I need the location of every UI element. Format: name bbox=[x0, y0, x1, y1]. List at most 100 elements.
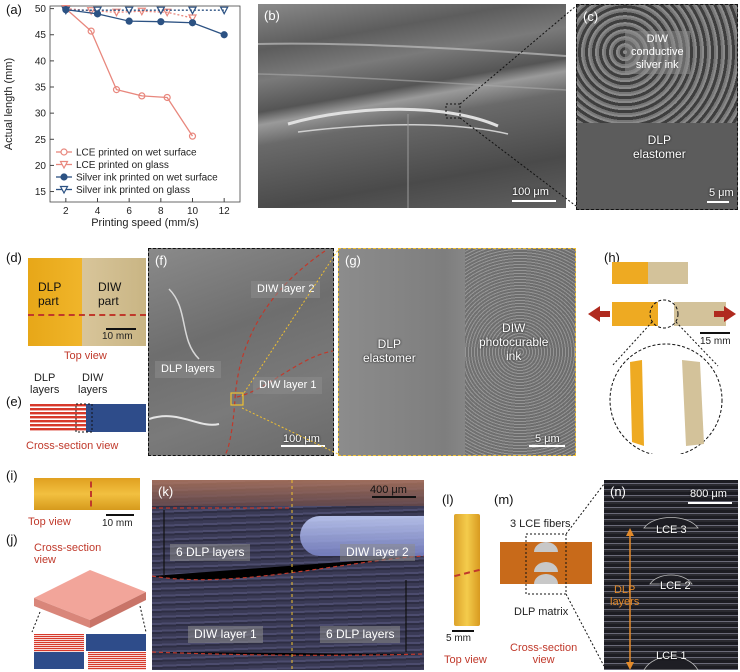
zoom-circle-h bbox=[609, 299, 723, 454]
legend-entry: Silver ink printed on glass bbox=[56, 185, 190, 196]
zoom-lines-m-n bbox=[566, 483, 605, 667]
dlp-part-label: DLP part bbox=[38, 280, 62, 308]
series-line bbox=[65, 8, 194, 137]
top-view-caption: Top view bbox=[64, 350, 107, 362]
y-tick-label: 50 bbox=[35, 4, 47, 15]
printed-part-photo-i bbox=[34, 478, 140, 510]
data-point bbox=[163, 93, 171, 102]
scale-bar bbox=[512, 200, 556, 202]
scale-bar bbox=[700, 332, 730, 334]
data-point bbox=[60, 173, 68, 181]
bottom-right-dlp-label: 6 DLP layers bbox=[320, 626, 401, 643]
y-tick-label: 35 bbox=[35, 83, 47, 94]
lce-3-label: LCE 3 bbox=[656, 524, 687, 536]
series-4 bbox=[61, 6, 229, 15]
y-tick-label: 40 bbox=[35, 56, 47, 67]
dlp-elastomer-label: DLP elastomer bbox=[363, 337, 416, 365]
data-point bbox=[124, 6, 134, 15]
panel-e-label: (e) bbox=[6, 394, 22, 409]
legend-entry: LCE printed on wet surface bbox=[56, 148, 197, 159]
panel-k-label: (k) bbox=[158, 484, 174, 499]
diw-layer-1-label: DIW layer 1 bbox=[253, 377, 323, 394]
top-view-caption: Top view bbox=[28, 516, 71, 528]
data-point bbox=[59, 185, 69, 195]
data-point bbox=[125, 17, 133, 25]
diw-layer-2-label: DIW layer 2 bbox=[340, 544, 415, 561]
legend-label: Silver ink printed on glass bbox=[76, 185, 190, 196]
scale-label: 5 mm bbox=[446, 633, 471, 644]
series-1 bbox=[62, 5, 197, 140]
data-point bbox=[187, 14, 198, 23]
sem-image-c: (c) DIW conductive silver ink DLP elasto… bbox=[576, 4, 738, 210]
scale-label: 400 μm bbox=[370, 484, 407, 496]
panel-c-label: (c) bbox=[583, 9, 599, 24]
printed-part-photo-d: DLP part DIW part 10 mm bbox=[28, 258, 146, 346]
silver-ink-label: DIW conductive silver ink bbox=[625, 31, 690, 74]
data-point bbox=[87, 27, 95, 35]
y-axis-title: Actual length (mm) bbox=[3, 58, 15, 150]
dlp-matrix-label: DLP matrix bbox=[514, 606, 569, 618]
panel-d-label: (d) bbox=[6, 250, 22, 265]
cross-section-caption: Cross-section view bbox=[510, 642, 578, 666]
scale-bar bbox=[529, 445, 565, 447]
y-tick-label: 15 bbox=[35, 187, 47, 198]
dlp-layers-label: DLP layers bbox=[30, 372, 60, 396]
panel-l-label: (l) bbox=[442, 492, 454, 507]
data-point bbox=[59, 160, 69, 170]
panel-h-label: (h) bbox=[604, 250, 620, 265]
data-point bbox=[61, 6, 71, 15]
data-point bbox=[60, 148, 68, 156]
data-point bbox=[112, 86, 121, 94]
scale-label: 100 μm bbox=[512, 186, 549, 198]
scale-bar bbox=[688, 502, 732, 504]
sem-image-f: (f) DIW layer 2 DLP layers DIW layer 1 1… bbox=[148, 248, 334, 456]
diw-layers-label: DIW layers bbox=[78, 372, 108, 396]
sem-image-b: (b) 100 μm bbox=[258, 4, 566, 208]
panel-f-label: (f) bbox=[155, 253, 168, 268]
scale-bar bbox=[106, 328, 136, 330]
left-arrow-icon bbox=[588, 306, 600, 322]
data-point bbox=[187, 6, 198, 15]
x-tick-label: 4 bbox=[95, 206, 101, 217]
diw-part-label: DIW part bbox=[98, 280, 122, 308]
data-point bbox=[86, 7, 96, 16]
top-left-dlp-label: 6 DLP layers bbox=[170, 544, 251, 561]
data-point bbox=[138, 92, 146, 100]
optical-image-k: (k) 400 μm 6 DLP layers DIW layer 2 DIW … bbox=[152, 480, 424, 670]
series-line bbox=[65, 9, 225, 36]
data-point bbox=[219, 6, 229, 15]
scale-label: 5 μm bbox=[709, 187, 734, 199]
section-line bbox=[90, 478, 92, 510]
data-point bbox=[157, 18, 165, 26]
zoom-lines-b-c bbox=[445, 5, 577, 207]
y-tick-label: 45 bbox=[35, 30, 47, 41]
y-tick-label: 20 bbox=[35, 161, 47, 172]
data-point bbox=[137, 7, 147, 16]
panel-b-label: (b) bbox=[264, 8, 280, 23]
dlp-layers-label: DLP layers bbox=[610, 584, 640, 608]
data-point bbox=[156, 6, 166, 15]
matrix-schematic-m bbox=[500, 533, 592, 595]
legend-label: LCE printed on wet surface bbox=[76, 148, 197, 159]
x-tick-label: 6 bbox=[126, 206, 132, 217]
scale-bar bbox=[281, 445, 325, 447]
x-tick-label: 8 bbox=[158, 206, 164, 217]
section-line bbox=[454, 566, 480, 580]
panel-m-label: (m) bbox=[494, 492, 514, 507]
scale-bar bbox=[372, 496, 416, 498]
lce-2-label: LCE 2 bbox=[660, 580, 691, 592]
section-line bbox=[28, 314, 146, 316]
diw-ink-label: DIW photocurable ink bbox=[479, 321, 549, 363]
panel-j-label: (j) bbox=[6, 532, 18, 547]
legend-entry: LCE printed on glass bbox=[56, 160, 169, 171]
scale-bar bbox=[707, 201, 729, 203]
series-3 bbox=[62, 6, 228, 39]
cross-section-schematic-e bbox=[30, 403, 146, 433]
panel-a-label: (a) bbox=[6, 2, 22, 17]
diw-layer-2-label: DIW layer 2 bbox=[251, 281, 321, 298]
legend-entry: Silver ink printed on wet surface bbox=[56, 173, 218, 184]
x-axis-title: Printing speed (mm/s) bbox=[91, 217, 199, 229]
legend-label: Silver ink printed on wet surface bbox=[76, 173, 218, 184]
legend-label: LCE printed on glass bbox=[76, 160, 169, 171]
top-view-caption: Top view bbox=[444, 654, 487, 666]
